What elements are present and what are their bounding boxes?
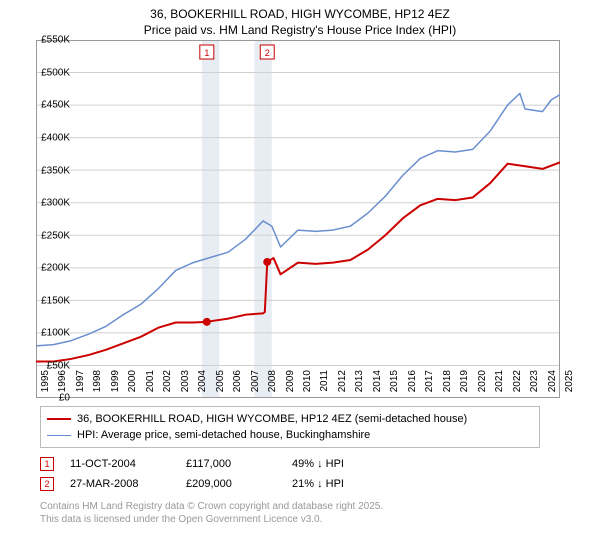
y-axis-label: £500K (34, 67, 70, 78)
x-axis-label: 1995 (40, 370, 51, 400)
shade-band (254, 40, 271, 398)
data-point (263, 258, 271, 266)
legend-swatch (47, 418, 71, 420)
x-axis-label: 1997 (75, 370, 86, 400)
legend-swatch (47, 435, 71, 436)
x-axis-label: 2021 (494, 370, 505, 400)
transaction-tag: 1 (40, 457, 54, 471)
legend-label: HPI: Average price, semi-detached house,… (77, 429, 370, 441)
transaction-row: 1 11-OCT-2004 £117,000 49% ↓ HPI (40, 454, 540, 474)
transaction-price: £117,000 (186, 458, 276, 470)
x-axis-label: 1999 (110, 370, 121, 400)
footer: Contains HM Land Registry data © Crown c… (40, 500, 560, 526)
transaction-hpi-delta: 21% ↓ HPI (292, 478, 540, 490)
x-axis-label: 2008 (267, 370, 278, 400)
plot-area: 12 £0£50K£100K£150K£200K£250K£300K£350K£… (36, 40, 596, 398)
x-axis-label: 2016 (407, 370, 418, 400)
x-axis-label: 1998 (92, 370, 103, 400)
series-hpi (36, 94, 560, 347)
x-axis-label: 1996 (57, 370, 68, 400)
plot-svg: 12 (36, 40, 560, 398)
y-axis-label: £400K (34, 133, 70, 144)
x-axis-label: 2006 (232, 370, 243, 400)
transaction-tag: 2 (40, 477, 54, 491)
data-point (203, 318, 211, 326)
x-axis-label: 2001 (145, 370, 156, 400)
legend: 36, BOOKERHILL ROAD, HIGH WYCOMBE, HP12 … (40, 406, 540, 448)
x-axis-label: 2022 (512, 370, 523, 400)
x-axis-label: 2004 (197, 370, 208, 400)
y-axis-label: £150K (34, 295, 70, 306)
x-axis-label: 2023 (529, 370, 540, 400)
x-axis-label: 2017 (424, 370, 435, 400)
x-axis-label: 2014 (372, 370, 383, 400)
x-axis-label: 2002 (162, 370, 173, 400)
x-axis-label: 2007 (250, 370, 261, 400)
legend-row: 36, BOOKERHILL ROAD, HIGH WYCOMBE, HP12 … (47, 411, 533, 427)
title-line-2: Price paid vs. HM Land Registry's House … (144, 23, 456, 37)
y-axis-label: £200K (34, 263, 70, 274)
x-axis-label: 2013 (354, 370, 365, 400)
x-axis-label: 2015 (389, 370, 400, 400)
y-axis-label: £250K (34, 230, 70, 241)
y-axis-label: £300K (34, 198, 70, 209)
marker-tag-label: 1 (204, 48, 209, 58)
x-axis-label: 2018 (442, 370, 453, 400)
chart-container: 36, BOOKERHILL ROAD, HIGH WYCOMBE, HP12 … (0, 0, 600, 560)
y-axis-label: £100K (34, 328, 70, 339)
shade-band (202, 40, 219, 398)
series-price_paid (36, 163, 560, 362)
transactions-table: 1 11-OCT-2004 £117,000 49% ↓ HPI 2 27-MAR-200… (40, 454, 540, 494)
x-axis-label: 2020 (477, 370, 488, 400)
transaction-date: 11-OCT-2004 (70, 458, 170, 470)
x-axis-label: 2000 (127, 370, 138, 400)
x-axis-label: 2019 (459, 370, 470, 400)
x-axis-label: 2009 (285, 370, 296, 400)
transaction-date: 27-MAR-2008 (70, 478, 170, 490)
legend-row: HPI: Average price, semi-detached house,… (47, 427, 533, 443)
transaction-price: £209,000 (186, 478, 276, 490)
x-axis-label: 2012 (337, 370, 348, 400)
x-axis-label: 2025 (564, 370, 575, 400)
footer-line-1: Contains HM Land Registry data © Crown c… (40, 501, 383, 512)
footer-line-2: This data is licensed under the Open Gov… (40, 514, 322, 525)
plot-border (37, 41, 560, 398)
x-axis-label: 2005 (215, 370, 226, 400)
marker-tag-label: 2 (265, 48, 270, 58)
legend-label: 36, BOOKERHILL ROAD, HIGH WYCOMBE, HP12 … (77, 413, 467, 425)
transaction-row: 2 27-MAR-2008 £209,000 21% ↓ HPI (40, 474, 540, 494)
title-line-1: 36, BOOKERHILL ROAD, HIGH WYCOMBE, HP12 … (150, 7, 450, 21)
x-axis-label: 2010 (302, 370, 313, 400)
y-axis-label: £350K (34, 165, 70, 176)
y-axis-label: £550K (34, 35, 70, 46)
x-axis-label: 2024 (547, 370, 558, 400)
transaction-hpi-delta: 49% ↓ HPI (292, 458, 540, 470)
x-axis-label: 2011 (319, 370, 330, 400)
y-axis-label: £450K (34, 100, 70, 111)
chart-title: 36, BOOKERHILL ROAD, HIGH WYCOMBE, HP12 … (0, 0, 600, 40)
x-axis-label: 2003 (180, 370, 191, 400)
